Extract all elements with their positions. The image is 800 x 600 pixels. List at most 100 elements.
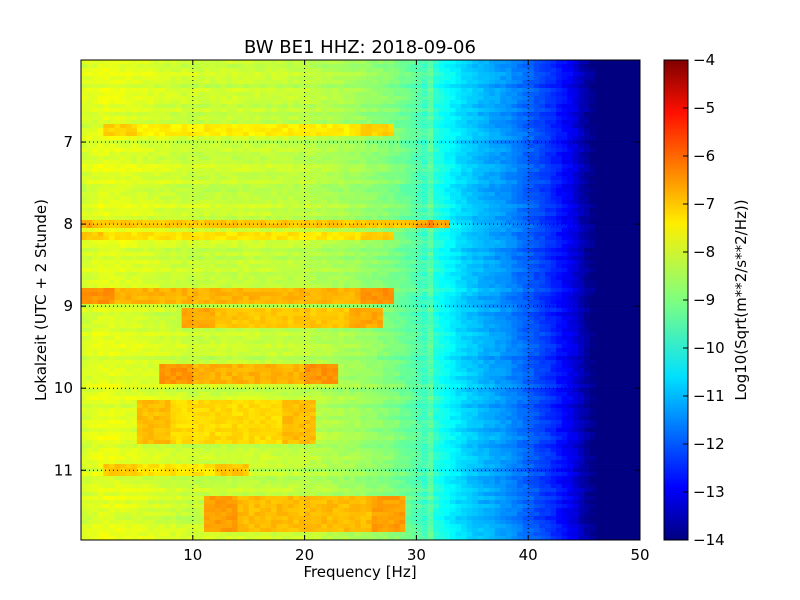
heatmap-cell xyxy=(198,160,205,165)
heatmap-cell xyxy=(276,240,283,245)
heatmap-cell xyxy=(578,248,585,253)
heatmap-cell xyxy=(623,72,630,77)
heatmap-cell xyxy=(449,184,457,189)
heatmap-cell xyxy=(466,156,473,161)
heatmap-cell xyxy=(92,256,99,261)
heatmap-cell xyxy=(617,140,624,145)
heatmap-cell xyxy=(427,248,434,253)
heatmap-cell xyxy=(310,244,317,249)
heatmap-cell xyxy=(628,84,636,89)
heatmap-cell xyxy=(572,88,580,93)
heatmap-cell xyxy=(528,200,535,205)
heatmap-cell xyxy=(114,196,121,201)
heatmap-cell xyxy=(287,136,295,141)
heatmap-cell xyxy=(494,192,501,197)
heatmap-cell xyxy=(483,216,490,221)
heatmap-cell xyxy=(483,180,490,185)
heatmap-cell xyxy=(254,216,261,221)
heatmap-cell xyxy=(388,180,395,185)
heatmap-cell xyxy=(338,256,345,261)
heatmap-cell xyxy=(148,156,155,161)
heatmap-cell xyxy=(505,168,513,173)
heatmap-cell xyxy=(120,124,127,129)
heatmap-cell xyxy=(572,216,580,221)
heatmap-cell xyxy=(282,172,289,177)
heatmap-cell xyxy=(628,80,636,85)
heatmap-cell xyxy=(170,120,177,125)
heatmap-cell xyxy=(489,256,496,261)
heatmap-cell xyxy=(377,124,384,129)
heatmap-cell xyxy=(623,132,630,137)
heatmap-cell xyxy=(136,128,144,133)
heatmap-cell xyxy=(623,148,630,153)
heatmap-cell xyxy=(187,140,194,145)
heatmap-cell xyxy=(550,188,557,193)
heatmap-cell xyxy=(405,68,412,73)
heatmap-cell xyxy=(438,200,445,205)
heatmap-cell xyxy=(584,68,591,73)
heatmap-cell xyxy=(595,64,602,69)
heatmap-cell xyxy=(382,92,390,97)
heatmap-cell xyxy=(299,108,306,113)
heatmap-cell xyxy=(578,132,585,137)
heatmap-cell xyxy=(203,160,211,165)
heatmap-cell xyxy=(438,84,445,89)
heatmap-cell xyxy=(254,160,261,165)
heatmap-cell xyxy=(354,160,362,165)
heatmap-cell xyxy=(433,228,440,233)
heatmap-cell xyxy=(461,76,468,81)
heatmap-cell xyxy=(108,64,116,69)
heatmap-cell xyxy=(600,68,608,73)
heatmap-cell xyxy=(338,136,345,141)
heatmap-cell xyxy=(271,132,278,137)
heatmap-cell xyxy=(310,84,317,89)
heatmap-cell xyxy=(237,120,244,125)
heatmap-cell xyxy=(248,76,255,81)
heatmap-cell xyxy=(433,208,440,213)
heatmap-cell xyxy=(304,216,311,221)
heatmap-cell xyxy=(265,164,272,169)
heatmap-cell xyxy=(293,68,300,73)
heatmap-cell xyxy=(198,188,205,193)
heatmap-cell xyxy=(114,144,121,149)
heatmap-cell xyxy=(254,112,261,117)
heatmap-cell xyxy=(584,148,591,153)
heatmap-cell xyxy=(248,96,255,101)
heatmap-cell xyxy=(539,240,546,245)
heatmap-cell xyxy=(410,224,417,229)
heatmap-cell xyxy=(181,136,188,141)
heatmap-cell xyxy=(108,136,116,141)
heatmap-cell xyxy=(304,232,311,237)
heatmap-cell xyxy=(522,136,529,141)
heatmap-cell xyxy=(472,132,479,137)
heatmap-cell xyxy=(304,80,311,85)
heatmap-cell xyxy=(287,120,295,125)
heatmap-cell xyxy=(153,64,160,69)
heatmap-cell xyxy=(617,176,624,181)
heatmap-cell xyxy=(192,212,199,217)
heatmap-cell xyxy=(92,120,99,125)
heatmap-cell xyxy=(304,116,311,121)
heatmap-cell xyxy=(131,224,138,229)
heatmap-cell xyxy=(282,148,289,153)
heatmap-cell xyxy=(215,68,222,73)
heatmap-cell xyxy=(500,132,507,137)
heatmap-cell xyxy=(282,212,289,217)
heatmap-cell xyxy=(466,192,473,197)
heatmap-cell xyxy=(131,204,138,209)
heatmap-cell xyxy=(209,132,216,137)
heatmap-cell xyxy=(293,188,300,193)
heatmap-cell xyxy=(271,100,278,105)
heatmap-cell xyxy=(326,92,334,97)
heatmap-cell xyxy=(103,124,110,129)
heatmap-cell xyxy=(427,164,434,169)
heatmap-cell xyxy=(366,132,373,137)
heatmap-cell xyxy=(550,196,557,201)
heatmap-cell xyxy=(421,244,429,249)
heatmap-cell xyxy=(181,228,188,233)
heatmap-cell xyxy=(164,240,172,245)
heatmap-cell xyxy=(265,132,272,137)
heatmap-cell xyxy=(159,188,166,193)
heatmap-cell xyxy=(97,160,104,165)
heatmap-cell xyxy=(494,180,501,185)
